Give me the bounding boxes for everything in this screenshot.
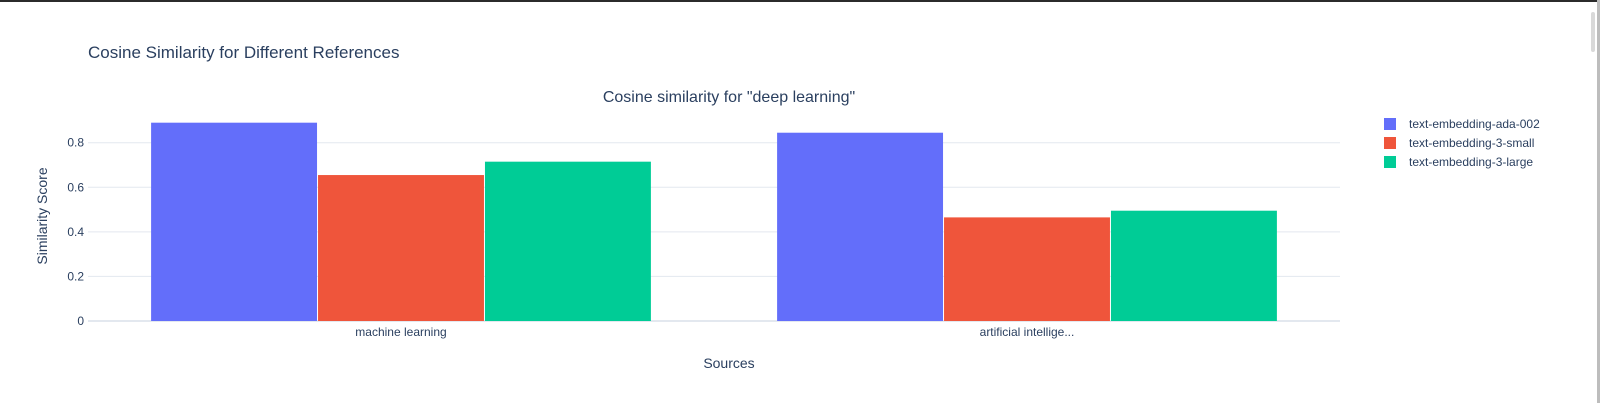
legend-item[interactable]: text-embedding-3-large bbox=[1384, 152, 1540, 171]
bar-text-embedding-3-large-2[interactable] bbox=[1110, 210, 1277, 321]
legend-item[interactable]: text-embedding-ada-002 bbox=[1384, 114, 1540, 133]
bar-text-embedding-ada-002-2[interactable] bbox=[777, 132, 944, 321]
axes: 0 0.2 0.4 0.6 0.8 machine learning artificial … bbox=[67, 136, 1074, 339]
y-tick-label: 0.8 bbox=[67, 136, 84, 150]
bar-text-embedding-3-small-2[interactable] bbox=[944, 217, 1110, 321]
legend-label: text-embedding-3-small bbox=[1409, 135, 1535, 150]
y-tick-label: 0 bbox=[77, 314, 84, 328]
legend-swatch bbox=[1384, 155, 1396, 168]
bar-text-embedding-ada-002-1[interactable] bbox=[151, 122, 318, 321]
x-tick-label: artificial intellige... bbox=[980, 325, 1075, 339]
legend-swatch bbox=[1384, 136, 1396, 149]
legend-label: text-embedding-ada-002 bbox=[1409, 116, 1540, 131]
legend-swatch bbox=[1384, 117, 1396, 130]
bar-text-embedding-3-small-1[interactable] bbox=[318, 175, 484, 321]
y-tick-label: 0.2 bbox=[67, 269, 84, 283]
chart-title: Cosine similarity for "deep learning" bbox=[603, 89, 855, 106]
y-tick-label: 0.4 bbox=[67, 225, 84, 239]
window-top-border bbox=[0, 0, 1600, 2]
legend: text-embedding-ada-002 text-embedding-3-s… bbox=[1384, 114, 1540, 171]
x-axis-title: Sources bbox=[703, 355, 754, 371]
scrollbar-thumb[interactable] bbox=[1591, 12, 1595, 52]
legend-item[interactable]: text-embedding-3-small bbox=[1384, 133, 1540, 152]
bar-text-embedding-3-large-1[interactable] bbox=[484, 161, 651, 321]
y-tick-label: 0.6 bbox=[67, 180, 84, 194]
y-axis-title: Similarity Score bbox=[34, 167, 50, 264]
legend-label: text-embedding-3-large bbox=[1409, 154, 1534, 169]
figure-title: Cosine Similarity for Different Referenc… bbox=[88, 43, 400, 62]
scrollbar-track[interactable] bbox=[1597, 0, 1600, 403]
bars bbox=[151, 122, 1277, 321]
x-tick-label: machine learning bbox=[355, 325, 446, 339]
